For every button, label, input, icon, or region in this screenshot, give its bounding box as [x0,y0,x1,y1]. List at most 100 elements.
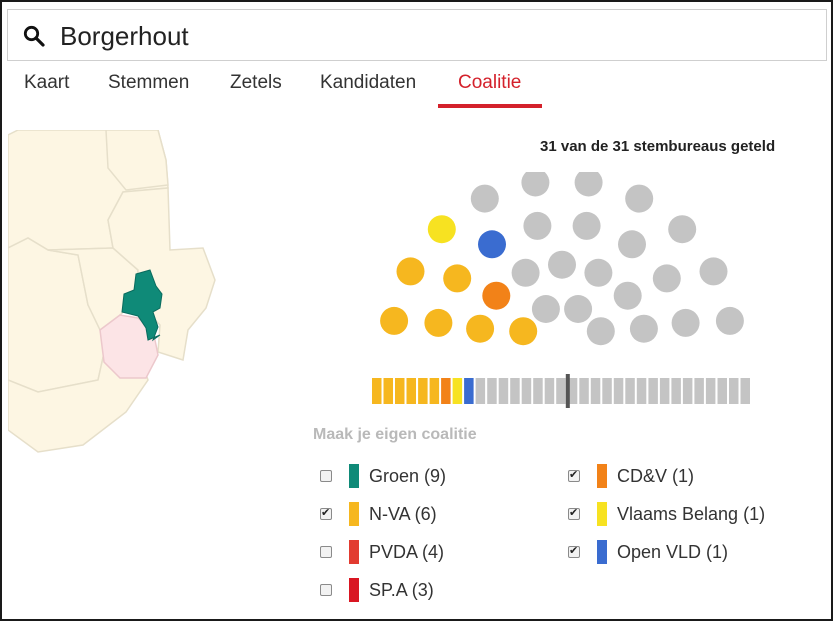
seat-bar-cell [544,378,555,404]
seat-bar-cell [694,378,704,404]
seat-dot [424,308,453,337]
seat-bar-cell [383,378,393,404]
party-checkbox[interactable] [320,506,332,520]
map-district-northeast[interactable] [105,130,169,191]
seat-bar-cell [395,378,405,404]
seat-bar-cell [602,378,612,404]
seat-bar-cell [556,378,566,404]
party-checkbox[interactable] [320,470,332,482]
seat-bar-cell [590,378,601,404]
party-checkbox[interactable] [568,468,580,482]
seat-bar-cell [429,378,440,404]
seat-dot [478,230,506,259]
party-color-swatch [349,464,359,488]
seat-dot [466,314,495,343]
search-icon[interactable] [22,24,46,48]
seat-dot [652,264,681,293]
seat-dot [531,295,560,323]
majority-marker [565,374,570,408]
map-district-neighbor[interactable] [99,314,159,379]
party-color-swatch [349,540,359,564]
seat-dot [521,172,550,197]
seat-bar-cell [705,378,716,404]
seat-bar-cell [452,378,463,404]
seat-dot [586,317,615,346]
seat-bar-cell [682,378,693,404]
tab-stemmen[interactable]: Stemmen [108,72,190,93]
seat-dot [482,281,511,310]
party-label: PVDA (4) [369,541,445,562]
seat-bar-cell [740,378,750,404]
seat-bar-cell [717,378,727,404]
seat-dot [443,264,472,293]
seat-bar-cell [418,378,428,404]
seat-dot [396,257,425,286]
party-option-pvda[interactable]: PVDA (4) [320,538,444,566]
search-query[interactable]: Borgerhout [60,21,189,51]
party-checkbox[interactable] [320,584,332,596]
party-option-vlaams-belang[interactable]: Vlaams Belang (1) [568,500,765,528]
seat-bar-cell [729,378,739,404]
tab-zetels[interactable]: Zetels [230,72,282,93]
seat-dot [380,306,409,335]
seat-dot [613,281,642,310]
party-color-swatch [597,502,607,526]
seat-dot [572,211,601,240]
party-option-cd-v[interactable]: CD&V (1) [568,462,694,490]
active-tab-indicator [438,104,542,108]
party-label: CD&V (1) [617,465,695,486]
seat-bar-cell [475,378,486,404]
seat-bar-cell [613,378,624,404]
seat-bar-cell [579,378,589,404]
tab-kaart[interactable]: Kaart [24,72,70,93]
seat-bar-cell [533,378,543,404]
seat-bar-cell [671,378,681,404]
map-district-borgerhout[interactable] [121,269,163,342]
seat-bar-cell [510,378,520,404]
seat-dot [629,314,658,343]
tab-kandidaten[interactable]: Kandidaten [320,72,417,93]
seat-bar-cell [464,378,474,404]
seat-dot [509,317,538,346]
seat-dot [574,172,603,197]
seat-bar-cell [625,378,635,404]
party-option-sp-a[interactable]: SP.A (3) [320,576,434,604]
seat-dot [699,257,728,286]
party-option-open-vld[interactable]: Open VLD (1) [568,538,728,566]
party-checkbox[interactable] [568,544,580,558]
district-map[interactable] [8,130,220,460]
seat-bar-cell [648,378,658,404]
tab-bar: Kaart Stemmen Zetels Kandidaten Coalitie [2,64,831,110]
party-label: Vlaams Belang (1) [617,503,766,524]
map-district-east[interactable] [107,187,216,361]
seat-bar-cell [567,378,578,404]
seat-dot [625,184,654,213]
seat-dot [427,215,456,244]
seat-hemicycle [372,172,750,408]
seat-dot [470,184,499,213]
seat-bar-cell [521,378,532,404]
tab-coalitie[interactable]: Coalitie [458,72,522,93]
seat-dot [584,258,613,287]
search-bar[interactable]: Borgerhout [7,9,827,61]
coalition-heading: Maak je eigen coalitie [313,426,477,443]
party-checkbox[interactable] [320,546,332,558]
seat-dot [715,306,744,335]
seat-dot [511,258,540,287]
counted-status: 31 van de 31 stembureaus geteld [540,138,776,155]
party-option-n-va[interactable]: N-VA (6) [320,500,437,528]
seat-dot [618,230,646,259]
seat-bar-cell [498,378,509,404]
party-label: N-VA (6) [369,503,437,524]
seat-dot [564,295,593,323]
party-color-swatch [349,502,359,526]
party-checkbox[interactable] [568,506,580,520]
party-option-groen[interactable]: Groen (9) [320,462,446,490]
seat-bar-cell [487,378,497,404]
seat-bar-cell [406,378,416,404]
seat-bar-cell [441,378,451,404]
party-color-swatch [597,464,607,488]
seat-dot [548,250,576,279]
seat-dot [523,211,552,240]
